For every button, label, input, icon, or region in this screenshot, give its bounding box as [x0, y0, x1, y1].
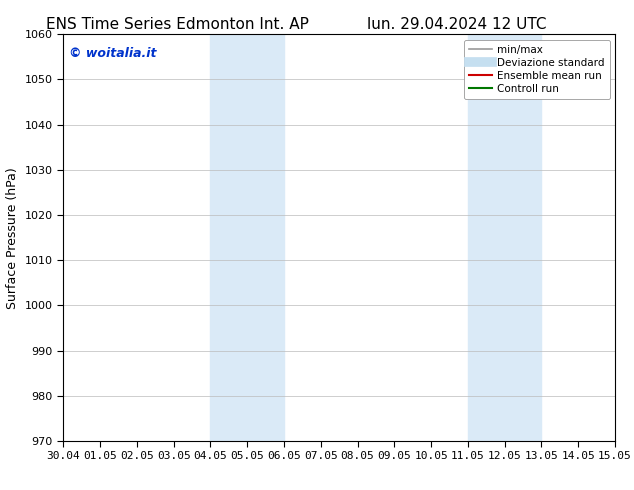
Bar [468, 34, 541, 441]
Text: ENS Time Series Edmonton Int. AP: ENS Time Series Edmonton Int. AP [46, 17, 309, 32]
Legend: min/max, Deviazione standard, Ensemble mean run, Controll run: min/max, Deviazione standard, Ensemble m… [463, 40, 610, 99]
Text: © woitalia.it: © woitalia.it [69, 47, 157, 59]
Text: lun. 29.04.2024 12 UTC: lun. 29.04.2024 12 UTC [366, 17, 547, 32]
Y-axis label: Surface Pressure (hPa): Surface Pressure (hPa) [6, 167, 19, 309]
Bar [210, 34, 284, 441]
